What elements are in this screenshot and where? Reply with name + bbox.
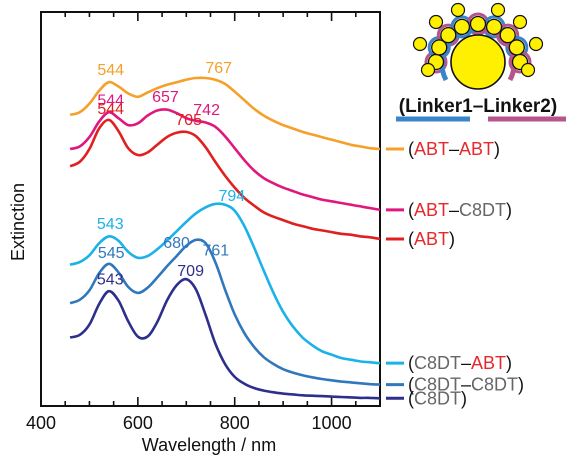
legend-text-part: (: [408, 353, 414, 373]
legend-text-part: C8DT: [471, 375, 518, 395]
core-linker2-arc: [477, 27, 517, 82]
legend-text-part: (: [408, 388, 414, 408]
inset-text-part: –: [473, 96, 484, 117]
legend-text-part: ABT: [414, 200, 449, 220]
legend-text-part: ): [518, 375, 524, 395]
legend-text-part: ): [449, 229, 455, 249]
outer-satellite-particle: [428, 14, 444, 30]
legend-text-part: –: [461, 353, 471, 373]
legend: (ABT–ABT)(ABT–C8DT)(ABT)(C8DT–ABT)(C8DT–…: [386, 139, 524, 408]
legend-text-part: ): [494, 139, 500, 159]
legend-entry-6: (C8DT): [408, 388, 467, 408]
inset-linker-label: (Linker1–Linker2): [399, 96, 557, 117]
series-line-3: [69, 118, 381, 241]
outer-satellite-particle: [420, 62, 436, 78]
legend-text-part: –: [449, 139, 459, 159]
x-tick-label: 400: [26, 413, 56, 433]
outer-satellite-particle: [450, 2, 466, 18]
outer-satellite-particle: [528, 36, 544, 52]
peak-label: 545: [98, 245, 125, 262]
satellite-particle: [453, 18, 471, 36]
satellite-particle: [508, 39, 525, 56]
peak-label: 543: [97, 216, 124, 233]
outer-satellite-particle: [512, 14, 528, 30]
legend-text-part: C8DT: [414, 388, 461, 408]
legend-entry-2: (ABT–C8DT): [408, 200, 512, 220]
peak-label: 680: [163, 235, 190, 252]
legend-entry-1: (ABT–ABT): [408, 139, 500, 159]
legend-text-part: ABT: [471, 353, 506, 373]
satellite-particle: [440, 26, 457, 44]
legend-text-part: C8DT: [414, 375, 461, 395]
x-tick-label: 600: [123, 413, 153, 433]
peak-label: 767: [205, 60, 232, 77]
satellite-particle: [499, 26, 516, 44]
x-tick-label: 800: [220, 413, 250, 433]
inset-text-part: (: [399, 96, 406, 117]
legend-text-part: ): [461, 388, 467, 408]
y-axis-label: Extinction: [8, 183, 28, 261]
legend-text-part: (: [408, 139, 414, 159]
legend-text-part: –: [449, 200, 459, 220]
outer-satellite-particle: [412, 36, 428, 52]
legend-text-part: –: [461, 375, 471, 395]
x-axis-label: Wavelength / nm: [142, 435, 276, 455]
core-linker1-arc: [439, 27, 479, 82]
series-line-5: [69, 238, 381, 386]
satellite-particle: [469, 15, 487, 33]
legend-text-part: ): [506, 353, 512, 373]
nanoparticle-assembly-inset: (Linker1–Linker2): [396, 2, 566, 122]
peak-label: 705: [175, 112, 202, 129]
legend-text-part: ABT: [414, 139, 449, 159]
legend-entry-3: (ABT): [408, 229, 455, 249]
peak-label: 544: [97, 62, 124, 79]
x-tick-label: 1000: [312, 413, 352, 433]
peak-label: 761: [202, 242, 229, 259]
peak-label: 794: [218, 188, 245, 205]
series-line-2: [69, 108, 381, 212]
peak-labels: 544 767 544 657 742 544 705 543 794 545 680 761 543 7…: [97, 60, 245, 288]
peak-label: 543: [97, 272, 124, 289]
peak-label: 742: [193, 102, 220, 119]
series-line-1: [69, 76, 381, 151]
inset-text-part: Linker1: [405, 96, 473, 117]
legend-text-part: (: [408, 200, 414, 220]
peak-label: 544: [97, 101, 124, 118]
legend-text-part: ABT: [459, 139, 494, 159]
legend-text-part: (: [408, 375, 414, 395]
satellite-particle: [431, 39, 448, 56]
legend-text-part: (: [408, 229, 414, 249]
legend-text-part: ABT: [414, 229, 449, 249]
plot-axes: 400 600 800 1000: [26, 11, 381, 433]
series-line-4: [69, 202, 381, 365]
core-particle: [450, 34, 506, 90]
peak-label: 544: [97, 92, 124, 109]
legend-text-part: C8DT: [459, 200, 506, 220]
legend-text-part: ): [506, 200, 512, 220]
legend-entry-4: (C8DT–ABT): [408, 353, 512, 373]
outer-satellite-particle: [520, 62, 536, 78]
peak-label: 709: [177, 263, 204, 280]
legend-text-part: C8DT: [414, 353, 461, 373]
satellite-particle: [485, 18, 503, 36]
inset-text-part: Linker2: [483, 96, 551, 117]
peak-label: 657: [152, 89, 179, 106]
legend-entry-5: (C8DT–C8DT): [408, 375, 524, 395]
series-layer: [69, 76, 381, 400]
inset-text-part: ): [551, 96, 557, 117]
outer-satellite-particle: [490, 2, 506, 18]
series-line-6: [69, 277, 381, 400]
